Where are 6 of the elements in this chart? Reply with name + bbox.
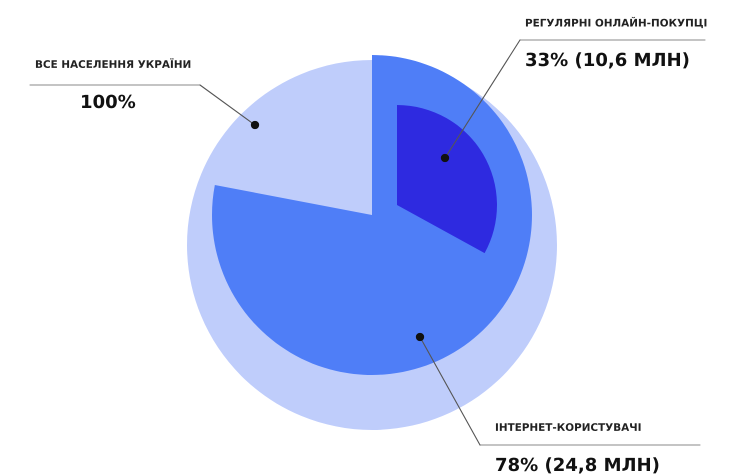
category-label: РЕГУЛЯРНІ ОНЛАЙН-ПОКУПЦІ <box>526 16 706 28</box>
data-label: 78% (24,8 МЛН) <box>496 457 658 474</box>
category-label: ВСЕ НАСЕЛЕННЯ УКРАЇНИ <box>36 58 190 68</box>
category-label: ІНТЕРНЕТ-КОРИСТУВАЧІ <box>496 423 641 432</box>
data-label: 33% (10,6 МЛН) <box>526 52 688 69</box>
data-label: 100% <box>82 94 136 108</box>
